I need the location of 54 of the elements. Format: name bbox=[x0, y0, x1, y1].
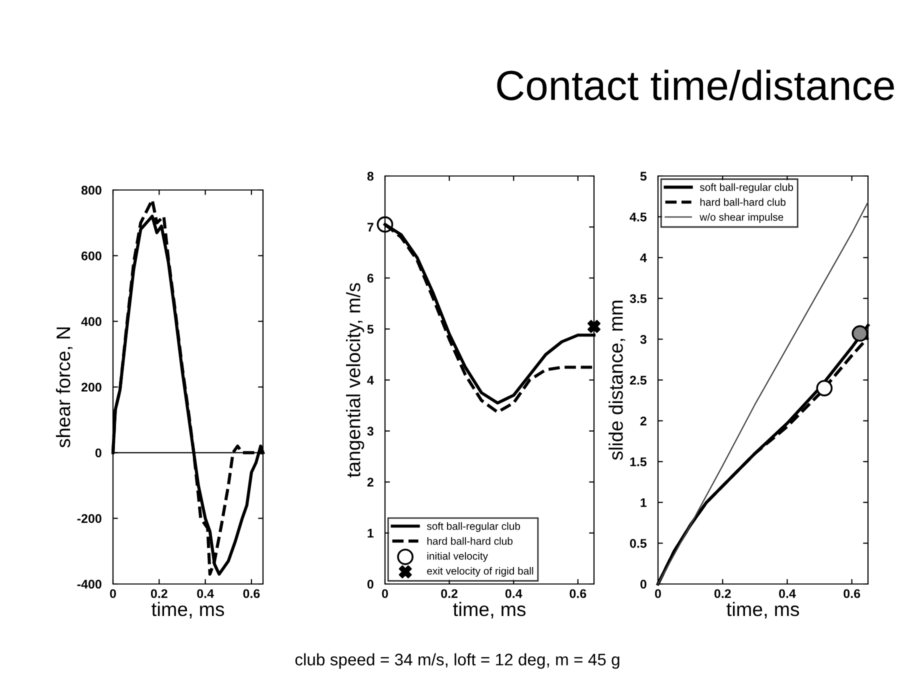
x-tick-label: 0 bbox=[110, 589, 116, 598]
y-tick-label: 2 bbox=[367, 478, 374, 487]
x-axis-title: time, ms bbox=[453, 602, 526, 618]
y-axis-title: shear force, N bbox=[56, 328, 73, 448]
y-tick-label: 4.5 bbox=[630, 212, 647, 222]
y-tick-label: 0 bbox=[95, 448, 102, 458]
y-tick-label: 6 bbox=[367, 274, 374, 283]
y-tick-label: 4 bbox=[367, 376, 374, 385]
y-tick-label: 3.5 bbox=[630, 294, 647, 304]
y-tick-label: 2 bbox=[640, 416, 646, 426]
x-tick-label: 0.6 bbox=[570, 589, 586, 598]
x-tick-label: 0 bbox=[655, 589, 661, 598]
legend-label: hard ball-hard club bbox=[700, 198, 786, 206]
x-axis-title: time, ms bbox=[152, 602, 224, 618]
x-tick-label: 0.4 bbox=[197, 589, 214, 598]
x-tick-label: 0.2 bbox=[441, 589, 458, 598]
text: club speed = 34 m/s, loft = 12 deg, m = 45 g bbox=[295, 653, 620, 669]
y-tick-label: -200 bbox=[77, 514, 102, 523]
y-tick-label: 200 bbox=[81, 382, 102, 392]
y-tick-label: 3 bbox=[640, 335, 646, 344]
y-tick-label: 0.5 bbox=[630, 539, 647, 548]
x-tick-label: 0 bbox=[382, 589, 388, 598]
y-tick-label: 0 bbox=[367, 580, 374, 589]
y-tick-label: 2.5 bbox=[630, 376, 647, 385]
y-tick-label: 0 bbox=[640, 580, 646, 589]
y-tick-label: 800 bbox=[81, 186, 102, 195]
y-tick-label: 1 bbox=[640, 498, 647, 507]
chart-title: Contact time/distance bbox=[497, 70, 894, 100]
y-tick-label: 1 bbox=[368, 528, 374, 538]
y-tick-label: -400 bbox=[77, 580, 102, 589]
legend-label: w/o shear impulse bbox=[700, 213, 784, 223]
y-tick-label: 5 bbox=[367, 324, 374, 334]
y-tick-label: 8 bbox=[367, 172, 374, 181]
y-axis-title: tangential velocity, m/s bbox=[346, 283, 364, 478]
legend-label: soft ball-regular club bbox=[426, 522, 520, 532]
y-axis-title: slide distance, mm bbox=[608, 300, 626, 460]
x-tick-label: 0.2 bbox=[150, 589, 168, 598]
y-tick-label: 3 bbox=[367, 426, 374, 436]
y-tick-label: 5 bbox=[640, 172, 647, 181]
x-tick-label: 0.6 bbox=[243, 589, 260, 598]
x-axis-title: time, ms bbox=[726, 602, 800, 618]
legend-label: soft ball-regular club bbox=[700, 183, 794, 193]
x-tick-label: 0.6 bbox=[844, 589, 860, 598]
x-tick-label: 0.4 bbox=[505, 589, 522, 598]
legend-label: hard ball-hard club bbox=[427, 537, 513, 545]
y-tick-label: 400 bbox=[81, 317, 102, 326]
legend-label: initial velocity bbox=[427, 552, 488, 562]
y-tick-label: 4 bbox=[640, 254, 647, 262]
x-tick-label: 0.2 bbox=[714, 589, 731, 598]
y-tick-label: 600 bbox=[81, 251, 102, 260]
legend-label: exit velocity of rigid ball bbox=[427, 567, 534, 577]
x-tick-label: 0.4 bbox=[779, 589, 796, 598]
y-tick-label: 1.5 bbox=[630, 458, 647, 466]
y-tick-label: 7 bbox=[367, 222, 374, 232]
